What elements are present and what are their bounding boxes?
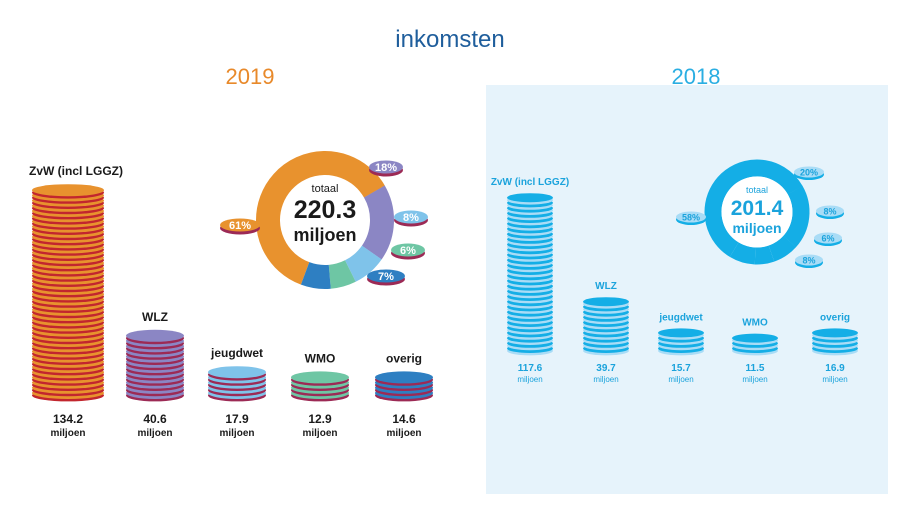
value-label-2019-1: 40.6 (143, 412, 167, 426)
bar-2018-4 (812, 328, 858, 356)
category-label-2018-3: WMO (742, 318, 768, 329)
total-unit-2018: miljoen (732, 220, 781, 236)
unit-label-2018-4: miljoen (822, 375, 847, 384)
bar-2019-2 (208, 366, 266, 402)
total-label-2018: totaal (746, 185, 768, 195)
total-value-2018: 201.4 (731, 197, 784, 220)
panel-2018-background (486, 85, 888, 494)
unit-label-2019-3: miljoen (302, 428, 337, 439)
pie-slice-2018-2 (704, 159, 810, 265)
pie-chip-2019-3: 6% (391, 243, 425, 260)
value-label-2019-2: 17.9 (225, 412, 249, 426)
pie-slice-2019-1 (256, 151, 394, 289)
category-label-2018-0: ZvW (incl LGGZ) (491, 177, 569, 188)
pie-slice-2019-2 (256, 151, 394, 289)
pie-label-2018-4: 8% (802, 256, 815, 266)
unit-label-2019-2: miljoen (219, 428, 254, 439)
bar-2019-4 (375, 371, 433, 402)
pie-label-2018-0: 58% (682, 213, 700, 223)
category-label-2018-4: overig (820, 312, 850, 323)
unit-label-2019-0: miljoen (50, 428, 85, 439)
pie-chip-2019-0: 61% (220, 218, 260, 235)
total-label-2019: totaal (312, 183, 339, 195)
pie-label-2019-0: 61% (229, 220, 251, 232)
pie-chip-2018-0: 58% (676, 211, 706, 225)
value-label-2018-0: 117.6 (518, 363, 543, 374)
value-label-2019-0: 134.2 (53, 412, 83, 426)
value-label-2018-1: 39.7 (596, 363, 616, 374)
pie-slice-2018-1 (704, 159, 810, 265)
category-label-2018-1: WLZ (595, 281, 617, 292)
pie-slice-2018-4 (704, 159, 810, 265)
year-label-2019: 2019 (225, 64, 275, 89)
year-label-2018: 2018 (671, 64, 721, 89)
pie-label-2019-4: 7% (378, 271, 394, 283)
value-label-2018-3: 11.5 (746, 363, 765, 374)
total-unit-2019: miljoen (293, 225, 356, 245)
pie-chip-2018-3: 6% (814, 232, 842, 246)
bar-2018-0 (507, 193, 553, 356)
category-label-2018-2: jeugdwet (658, 312, 703, 323)
category-label-2019-2: jeugdwet (210, 346, 263, 360)
pie-chip-2018-4: 8% (795, 254, 823, 268)
value-label-2018-2: 15.7 (671, 363, 691, 374)
category-label-2019-3: WMO (305, 351, 336, 365)
pie-chip-2019-1: 18% (369, 160, 403, 177)
bar-2018-1 (583, 297, 629, 356)
donut-hole-2018 (721, 176, 793, 248)
category-label-2019-4: overig (386, 351, 422, 365)
unit-label-2018-1: miljoen (593, 375, 618, 384)
value-label-2019-4: 14.6 (392, 412, 416, 426)
unit-label-2019-4: miljoen (386, 428, 421, 439)
category-label-2019-1: WLZ (142, 310, 168, 324)
unit-label-2019-1: miljoen (137, 428, 172, 439)
pie-label-2018-2: 8% (823, 207, 836, 217)
pie-chip-2019-4: 7% (367, 269, 405, 286)
unit-label-2018-3: miljoen (742, 375, 767, 384)
pie-label-2018-1: 20% (800, 168, 818, 178)
pie-label-2019-1: 18% (375, 162, 397, 174)
value-label-2019-3: 12.9 (308, 412, 332, 426)
chart-main-title: inkomsten (395, 26, 505, 53)
pie-label-2019-3: 6% (400, 245, 416, 257)
unit-label-2018-2: miljoen (668, 375, 693, 384)
total-value-2019: 220.3 (294, 196, 357, 224)
bar-2018-2 (658, 328, 704, 356)
value-label-2018-4: 16.9 (825, 363, 845, 374)
bar-2019-0 (32, 184, 104, 402)
bar-2018-3 (732, 333, 778, 356)
pie-label-2018-3: 6% (821, 234, 834, 244)
pie-chip-2018-2: 8% (816, 205, 844, 219)
bar-2019-3 (291, 371, 349, 402)
pie-slice-2019-3 (256, 151, 394, 289)
pie-label-2019-2: 8% (403, 212, 419, 224)
pie-chip-2019-2: 8% (394, 210, 428, 227)
bar-2019-1 (126, 329, 184, 402)
pie-chip-2018-1: 20% (794, 166, 824, 180)
category-label-2019-0: ZvW (incl LGGZ) (29, 164, 123, 178)
unit-label-2018-0: miljoen (517, 375, 542, 384)
